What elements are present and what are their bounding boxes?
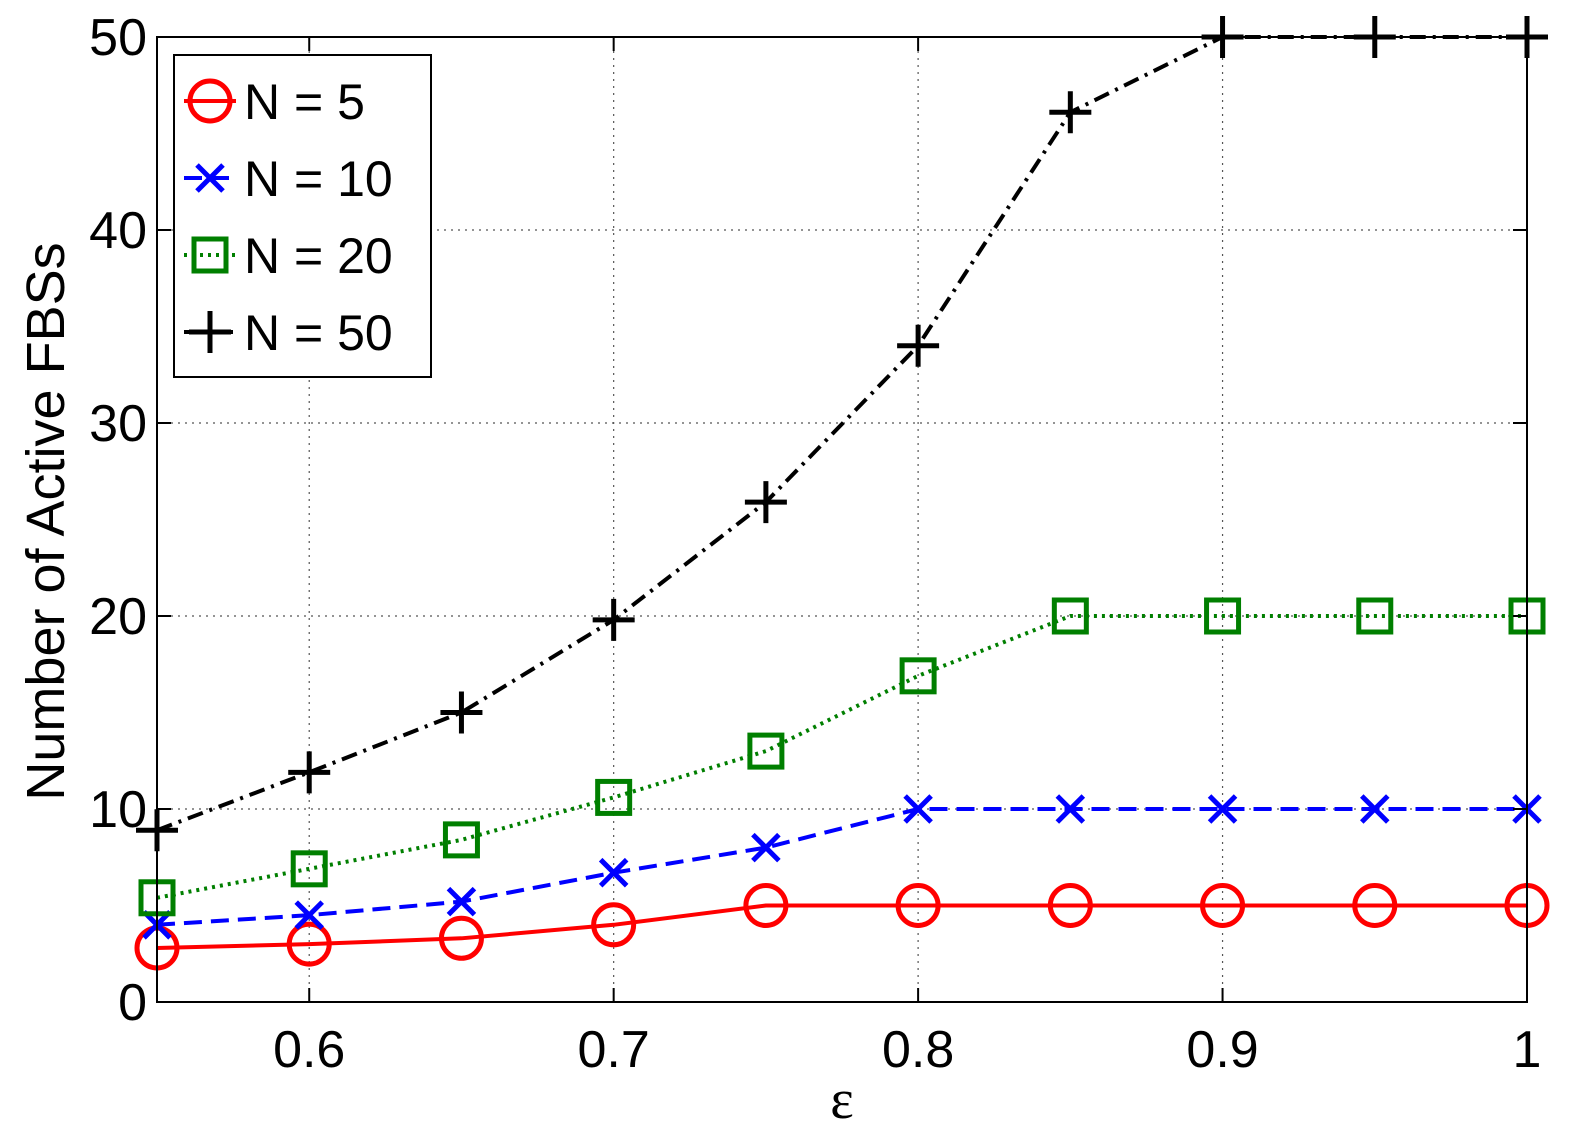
x-marker (1207, 794, 1238, 824)
x-tick-label: 0.8 (882, 1021, 954, 1079)
series-n-5 (134, 883, 1550, 971)
x-marker (751, 832, 781, 863)
square-marker (1356, 597, 1394, 635)
legend-label: N = 10 (244, 151, 393, 207)
circle-marker (438, 915, 484, 961)
circle-marker (591, 902, 637, 948)
circle-marker (1352, 883, 1398, 928)
square-marker (191, 236, 229, 274)
series-line (156, 35, 1527, 833)
series-line (156, 614, 1527, 900)
y-tick-label: 20 (89, 588, 147, 646)
y-tick-label: 30 (89, 395, 147, 453)
legend-entry: N = 20 (184, 228, 393, 284)
y-axis-label: Number of Active FBSs (16, 242, 76, 800)
legend-label: N = 5 (244, 74, 365, 130)
x-tick-label: 0.6 (273, 1021, 345, 1079)
legend-label: N = 50 (244, 305, 393, 361)
square-marker (1204, 597, 1242, 635)
plus-marker (744, 481, 787, 524)
series-line (156, 903, 1527, 950)
plus-marker (592, 598, 635, 641)
legend-label: N = 20 (244, 228, 393, 284)
x-axis-label: ε (830, 1069, 854, 1131)
plus-marker (288, 751, 331, 794)
x-tick-label: 0.9 (1186, 1021, 1258, 1079)
x-marker (1360, 794, 1390, 824)
series-n-10 (142, 794, 1542, 940)
x-tick-label: 1 (1513, 1021, 1542, 1079)
square-marker (1051, 597, 1089, 635)
square-marker (899, 657, 937, 695)
x-marker (598, 857, 629, 888)
legend-entry: N = 50 (184, 305, 393, 361)
plus-marker (897, 324, 940, 367)
series-layer (134, 16, 1550, 971)
y-tick-label: 40 (89, 202, 147, 260)
x-tick-label: 0.7 (578, 1021, 650, 1079)
square-marker (747, 732, 785, 770)
x-marker (446, 886, 477, 917)
square-marker (290, 850, 328, 888)
circle-marker (743, 883, 789, 928)
series-line (156, 807, 1527, 927)
circle-marker (286, 921, 332, 967)
x-marker (1055, 794, 1086, 824)
circle-marker (1200, 883, 1246, 928)
legend-entry: N = 10 (184, 151, 393, 207)
circle-marker (895, 883, 941, 928)
x-marker (294, 900, 324, 930)
square-marker (595, 778, 633, 816)
plot-area-frame (156, 36, 1528, 1003)
square-marker (442, 821, 480, 859)
x-marker (195, 163, 225, 193)
plus-marker (1049, 91, 1092, 134)
plus-marker (189, 311, 231, 353)
y-tick-label: 10 (89, 781, 147, 839)
legend-box (173, 54, 432, 378)
legend-entry: N = 5 (184, 74, 365, 130)
y-tick-label: 0 (118, 974, 147, 1032)
plus-marker (440, 691, 483, 734)
legend: N = 5 N = 10 N = 20 N = 50 (173, 54, 432, 378)
circle-marker (1047, 883, 1093, 928)
circle-marker (187, 78, 233, 124)
y-tick-label: 50 (89, 9, 147, 67)
x-marker (903, 794, 933, 824)
